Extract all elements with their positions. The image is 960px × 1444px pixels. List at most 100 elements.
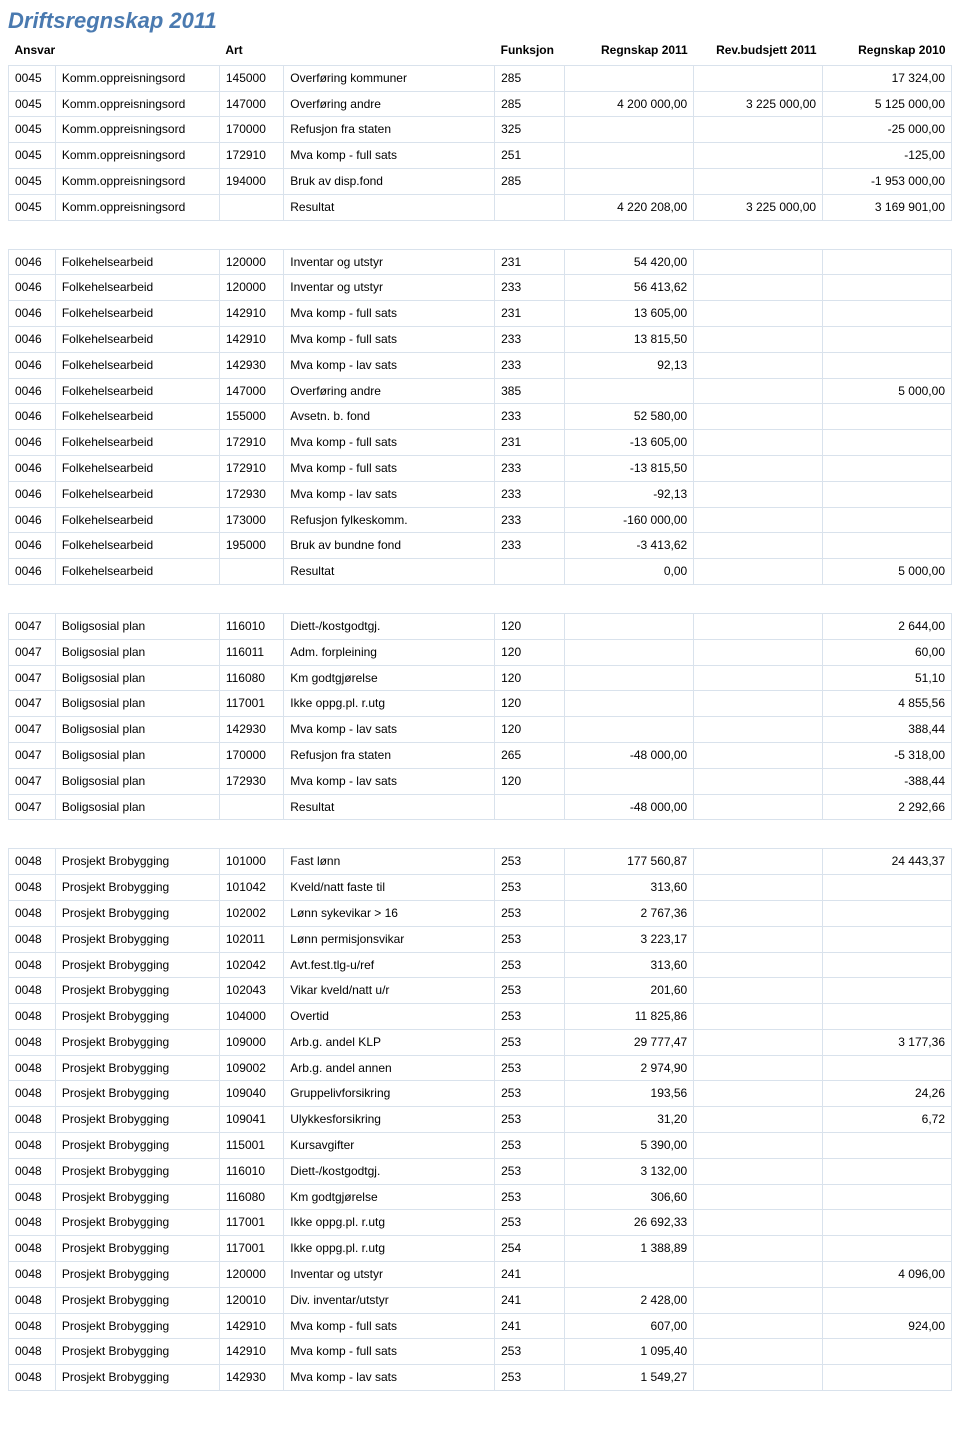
cell-revbudsjett — [694, 717, 823, 743]
table-row: 0046Folkehelsearbeid172910Mva komp - ful… — [9, 430, 952, 456]
cell-ansvar: 0048 — [9, 1236, 56, 1262]
header-funksjon: Funksjon — [495, 38, 565, 65]
cell-funksjon: 253 — [495, 1158, 565, 1184]
cell-funksjon: 325 — [495, 117, 565, 143]
cell-regnskap2011: 2 428,00 — [565, 1287, 694, 1313]
cell-funksjon: 253 — [495, 849, 565, 875]
cell-art-name: Gruppelivforsikring — [284, 1081, 495, 1107]
cell-ansvar: 0048 — [9, 978, 56, 1004]
cell-regnskap2010 — [823, 1339, 952, 1365]
cell-ansvar: 0047 — [9, 717, 56, 743]
cell-art: 116080 — [219, 665, 283, 691]
table-row: 0048Prosjekt Brobygging117001Ikke oppg.p… — [9, 1210, 952, 1236]
cell-revbudsjett — [694, 1081, 823, 1107]
cell-art-name: Mva komp - full sats — [284, 301, 495, 327]
cell-funksjon: 253 — [495, 1004, 565, 1030]
cell-funksjon: 253 — [495, 952, 565, 978]
cell-ansvar-name: Prosjekt Brobygging — [55, 1210, 219, 1236]
cell-regnskap2010: 24,26 — [823, 1081, 952, 1107]
cell-art: 172910 — [219, 430, 283, 456]
cell-art: 102002 — [219, 900, 283, 926]
cell-regnskap2010 — [823, 352, 952, 378]
cell-revbudsjett — [694, 559, 823, 585]
cell-ansvar: 0045 — [9, 117, 56, 143]
cell-revbudsjett — [694, 352, 823, 378]
cell-ansvar-name: Folkehelsearbeid — [55, 507, 219, 533]
cell-regnskap2011: -160 000,00 — [565, 507, 694, 533]
cell-ansvar-name: Komm.oppreisningsord — [55, 143, 219, 169]
cell-art-name: Ikke oppg.pl. r.utg — [284, 1210, 495, 1236]
cell-funksjon: 285 — [495, 168, 565, 194]
cell-art-name: Kursavgifter — [284, 1133, 495, 1159]
cell-regnskap2010: 5 000,00 — [823, 559, 952, 585]
cell-art-name: Lønn permisjonsvikar — [284, 926, 495, 952]
cell-revbudsjett — [694, 1365, 823, 1391]
cell-art-name: Km godtgjørelse — [284, 1184, 495, 1210]
cell-regnskap2010 — [823, 326, 952, 352]
cell-regnskap2011 — [565, 168, 694, 194]
cell-revbudsjett — [694, 1339, 823, 1365]
cell-art-name: Ikke oppg.pl. r.utg — [284, 691, 495, 717]
cell-regnskap2011: -48 000,00 — [565, 794, 694, 820]
spacer-cell — [9, 820, 952, 835]
cell-art: 116010 — [219, 1158, 283, 1184]
cell-regnskap2010: 924,00 — [823, 1313, 952, 1339]
table-row: 0048Prosjekt Brobygging102043Vikar kveld… — [9, 978, 952, 1004]
table-row: 0047Boligsosial plan172930Mva komp - lav… — [9, 768, 952, 794]
cell-regnskap2011: -48 000,00 — [565, 742, 694, 768]
cell-funksjon: 253 — [495, 978, 565, 1004]
cell-regnskap2011 — [565, 1262, 694, 1288]
cell-ansvar-name: Folkehelsearbeid — [55, 404, 219, 430]
table-row: 0046FolkehelsearbeidResultat0,005 000,00 — [9, 559, 952, 585]
cell-revbudsjett — [694, 275, 823, 301]
table-row: 0046Folkehelsearbeid172930Mva komp - lav… — [9, 481, 952, 507]
cell-ansvar: 0048 — [9, 1055, 56, 1081]
cell-funksjon: 231 — [495, 301, 565, 327]
cell-ansvar-name: Prosjekt Brobygging — [55, 1133, 219, 1159]
cell-ansvar: 0046 — [9, 430, 56, 456]
cell-art: 172910 — [219, 455, 283, 481]
cell-art-name: Diett-/kostgodtgj. — [284, 1158, 495, 1184]
cell-art-name: Bruk av disp.fond — [284, 168, 495, 194]
cell-ansvar: 0047 — [9, 665, 56, 691]
cell-regnskap2011: 1 388,89 — [565, 1236, 694, 1262]
table-row: 0048Prosjekt Brobygging120000Inventar og… — [9, 1262, 952, 1288]
cell-regnskap2011: 92,13 — [565, 352, 694, 378]
cell-art: 109040 — [219, 1081, 283, 1107]
cell-revbudsjett — [694, 1029, 823, 1055]
cell-regnskap2011: 4 200 000,00 — [565, 91, 694, 117]
cell-revbudsjett — [694, 455, 823, 481]
table-row — [9, 220, 952, 235]
cell-regnskap2010: 17 324,00 — [823, 65, 952, 91]
cell-funksjon: 253 — [495, 1365, 565, 1391]
cell-funksjon: 253 — [495, 1055, 565, 1081]
cell-regnskap2011 — [565, 65, 694, 91]
cell-ansvar-name: Boligsosial plan — [55, 665, 219, 691]
cell-regnskap2011 — [565, 717, 694, 743]
table-row: 0048Prosjekt Brobygging115001Kursavgifte… — [9, 1133, 952, 1159]
table-row: 0047Boligsosial plan116010Diett-/kostgod… — [9, 613, 952, 639]
cell-funksjon — [495, 559, 565, 585]
cell-ansvar-name: Prosjekt Brobygging — [55, 978, 219, 1004]
cell-ansvar-name: Prosjekt Brobygging — [55, 1339, 219, 1365]
cell-art: 147000 — [219, 91, 283, 117]
cell-regnskap2011: 2 974,90 — [565, 1055, 694, 1081]
cell-ansvar-name: Komm.oppreisningsord — [55, 91, 219, 117]
header-regnskap2010: Regnskap 2010 — [823, 38, 952, 65]
spacer-cell — [9, 220, 952, 235]
table-row: 0045Komm.oppreisningsord194000Bruk av di… — [9, 168, 952, 194]
cell-ansvar-name: Prosjekt Brobygging — [55, 1029, 219, 1055]
cell-ansvar: 0048 — [9, 1210, 56, 1236]
cell-regnskap2011: 0,00 — [565, 559, 694, 585]
cell-art-name: Avsetn. b. fond — [284, 404, 495, 430]
cell-ansvar-name: Folkehelsearbeid — [55, 533, 219, 559]
cell-regnskap2011: 1 095,40 — [565, 1339, 694, 1365]
cell-art: 172930 — [219, 481, 283, 507]
cell-regnskap2010 — [823, 926, 952, 952]
cell-regnskap2011: 52 580,00 — [565, 404, 694, 430]
cell-regnskap2010: 5 125 000,00 — [823, 91, 952, 117]
cell-regnskap2011: -13 815,50 — [565, 455, 694, 481]
cell-funksjon: 233 — [495, 352, 565, 378]
spacer-cell — [9, 235, 952, 250]
table-row: 0048Prosjekt Brobygging101000Fast lønn25… — [9, 849, 952, 875]
